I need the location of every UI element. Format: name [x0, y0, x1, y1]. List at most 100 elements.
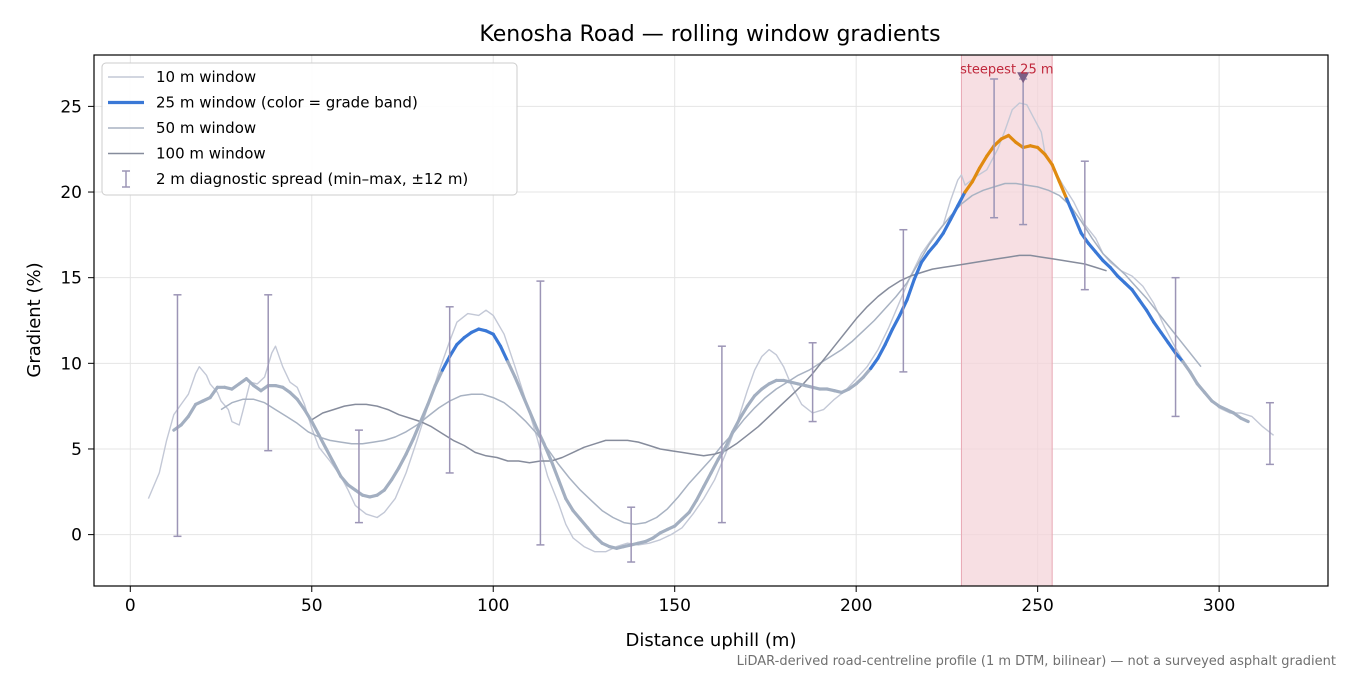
chart-title: Kenosha Road — rolling window gradients [479, 22, 940, 47]
series-25m-segment [723, 430, 735, 449]
plot-frame [93, 54, 1329, 587]
series-25m-segment [738, 404, 749, 420]
series-25m-segment [1188, 370, 1199, 386]
series-25m-segment [1036, 145, 1047, 156]
series-25m-segment [527, 409, 539, 431]
legend-label: 50 m window [156, 119, 256, 137]
series-25m-segment [556, 478, 568, 501]
series-25m-segment [745, 394, 757, 408]
series-25m-segment [411, 419, 423, 441]
steepest-marker: steepest 25 m [960, 62, 1054, 84]
series-25m-segment [491, 332, 503, 348]
series-25m-segment [564, 497, 575, 513]
legend-label: 100 m window [156, 145, 266, 163]
series-25m-segment [1152, 320, 1163, 335]
series-25m-segment [702, 471, 713, 489]
series-25m-segment [208, 385, 219, 400]
x-tick-label: 50 [301, 596, 323, 616]
series-25m-segment [433, 368, 445, 388]
legend: 10 m window 25 m window (color = grade ba… [101, 62, 518, 196]
series-25m-segment [1086, 241, 1098, 254]
error-bars [173, 78, 1274, 563]
y-tick-label: 0 [71, 526, 82, 546]
series-25m-segment [1137, 298, 1149, 312]
series-25m-segment [694, 485, 706, 502]
series-25m-segment [1057, 180, 1069, 201]
series-25m-segment [179, 414, 190, 427]
series-25m-segment [927, 241, 938, 254]
series-25m-segment [1166, 341, 1178, 355]
series-25m-segment [992, 137, 1003, 148]
legend-box [101, 62, 518, 196]
y-axis-ticks: 0 5 10 15 20 25 [60, 97, 94, 546]
series-25m-segment [731, 416, 742, 434]
series-25m-segment [977, 154, 989, 170]
x-tick-label: 100 [477, 596, 509, 616]
series-25m-segment [1050, 163, 1062, 184]
series-25m-segment [752, 387, 764, 398]
series-25m-segment [1101, 258, 1112, 269]
steepest-triangle-marker [1017, 72, 1030, 84]
series-line-2 [220, 182, 1202, 526]
x-tick-label: 300 [1203, 596, 1235, 616]
y-tick-label: 5 [71, 440, 82, 460]
series-25m-segment [244, 377, 256, 388]
series-25m-segment [1181, 360, 1192, 374]
series-25m-segment [390, 466, 401, 482]
steepest-highlight [960, 54, 1053, 587]
series-25m-segment [919, 250, 931, 264]
series-25m-segment [1130, 288, 1141, 302]
series-line-3 [311, 254, 1107, 464]
series-25m-segment [956, 190, 967, 208]
series-25m-segment [1202, 390, 1214, 403]
series-25m-segment [934, 231, 945, 246]
x-tick-label: 200 [840, 596, 872, 616]
series-25m-segment [673, 517, 684, 528]
series-25m-segment [912, 260, 924, 281]
x-tick-label: 150 [658, 596, 690, 616]
series-25m-segment [426, 383, 437, 407]
series-25m-segment [854, 375, 866, 386]
y-tick-label: 20 [60, 183, 82, 203]
series-25m-segment [1123, 281, 1134, 292]
series-25m-segment [419, 402, 430, 424]
y-tick-label: 10 [60, 354, 82, 374]
series-25m-segment [186, 402, 198, 419]
series-25m-segment [861, 366, 873, 379]
series-25m-segment [404, 437, 415, 456]
series-25m-segment [869, 356, 880, 371]
y-tick-label: 25 [60, 97, 82, 117]
series-25m-segment [397, 452, 408, 470]
series-25m-segment [288, 390, 299, 401]
series-25m-segment [1072, 214, 1083, 235]
y-tick-label: 15 [60, 269, 82, 289]
series-25m-segment [295, 397, 307, 412]
series-25m-segment [1195, 382, 1207, 395]
series-25m-segment [883, 327, 895, 347]
series-25m-segment [455, 336, 466, 347]
series-25m-segment [970, 166, 982, 184]
series-25m-segment [302, 407, 314, 424]
series-25m-segment [571, 509, 582, 521]
series-25m-segment [1007, 133, 1018, 144]
series-25m-segment [339, 474, 350, 487]
series-25m-segment [506, 360, 517, 379]
series-25m-segment [585, 526, 597, 538]
series-25m-segment [448, 342, 459, 359]
legend-label: 2 m diagnostic spread (min–max, ±12 m) [156, 170, 468, 188]
series-lines [147, 102, 1275, 553]
series-25m-segment [331, 461, 343, 478]
series-25m-segment [1108, 265, 1120, 278]
series-25m-segment [382, 478, 394, 492]
series-25m-segment [1065, 197, 1076, 218]
series-25m-segment [440, 354, 452, 372]
series-25m-segment [687, 498, 699, 514]
series-25m-segment [963, 180, 974, 194]
series-25m-segment [593, 534, 604, 545]
series-25m-segment [498, 344, 510, 364]
series-25m-segment [1115, 274, 1127, 285]
series-25m-segment [578, 517, 590, 530]
series-25m-segment [542, 442, 553, 463]
series-25m-segment [985, 144, 996, 158]
